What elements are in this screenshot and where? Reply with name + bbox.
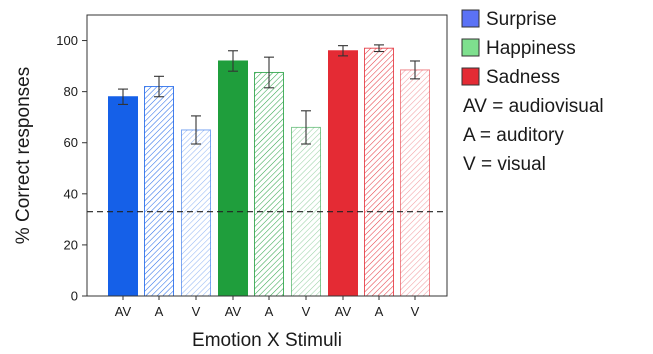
bar-sadness-a [364,47,394,297]
legend-label: Surprise [486,9,557,30]
x-tick-label: A [375,304,384,319]
bar-sadness-v [400,69,430,297]
legend-note: V = visual [463,154,546,175]
legend-swatch [461,67,480,86]
legend-note: A = auditory [463,125,564,146]
legend-label: Sadness [486,67,560,88]
x-tick-label: A [155,304,164,319]
bar-happiness-a [254,71,284,297]
error-bar [118,88,128,105]
x-tick-label: AV [115,304,132,319]
legend-swatch [461,38,480,57]
x-tick-label: V [192,304,201,319]
legend-note: AV = audiovisual [463,96,604,117]
error-bar [410,60,420,80]
legend-swatch [461,9,480,28]
legend-label: Happiness [486,38,576,59]
bars-layer [108,47,430,297]
x-tick-label: V [411,304,420,319]
bar-surprise-a [144,86,174,297]
x-tick-label: V [302,304,311,319]
legend: Surprise Happiness Sadness AV = audiovisual… [461,9,604,175]
plot-frame [86,14,448,297]
x-tick-label: AV [225,304,242,319]
error-bar [228,50,238,72]
error-bar [264,56,274,89]
y-tick-label: 0 [71,289,78,304]
bar-surprise-av [108,96,138,297]
error-bar [338,45,348,57]
y-axis-title: % Correct responses [13,67,34,244]
error-bar [191,115,201,145]
x-tick-label: AV [335,304,352,319]
x-axis: AV A V AV A V AV A V [115,296,420,319]
error-bars-layer [118,44,420,145]
error-bar [374,44,384,53]
y-tick-label: 40 [64,186,78,201]
bar-happiness-v [291,126,321,297]
x-tick-label: A [265,304,274,319]
y-axis: 0 20 40 60 80 100 [56,33,87,304]
error-bar [301,110,311,145]
legend-item-sadness: Sadness [461,67,560,88]
bar-happiness-av [218,60,248,297]
error-bar [154,75,164,98]
x-axis-title: Emotion X Stimuli [192,330,342,351]
bar-surprise-v [181,129,211,297]
legend-item-surprise: Surprise [461,9,557,30]
y-tick-label: 100 [56,33,78,48]
bar-sadness-av [328,50,358,297]
y-tick-label: 60 [64,135,78,150]
y-tick-label: 80 [64,84,78,99]
legend-item-happiness: Happiness [461,38,576,59]
y-tick-label: 20 [64,237,78,252]
